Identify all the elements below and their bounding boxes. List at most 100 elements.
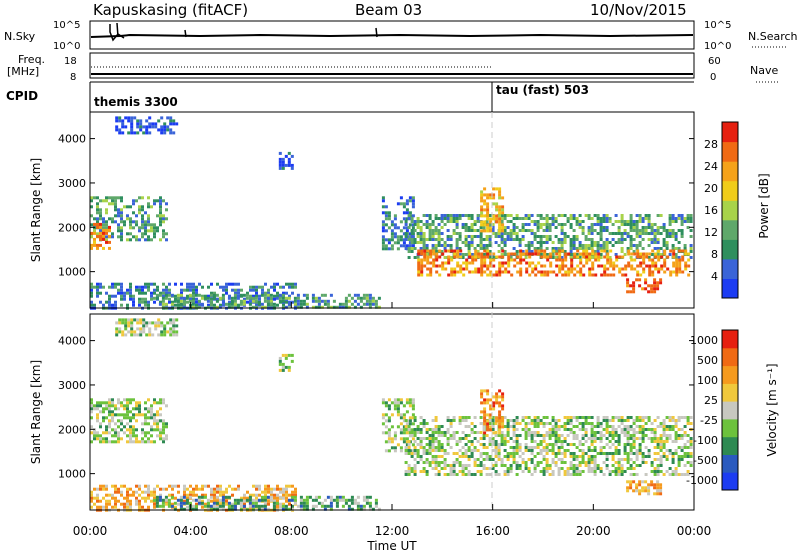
nave-label: Nave [750, 64, 778, 77]
colorbar-tick-1: 8 [711, 248, 718, 261]
date-label: 10/Nov/2015 [590, 1, 687, 19]
nsky-right-tick-top: 10^5 [704, 20, 731, 31]
scatter-region-7 [626, 480, 663, 496]
colorbar-tick-4: 20 [704, 182, 718, 195]
colorbar-swatch-6 [722, 161, 738, 182]
colorbar-swatch-3 [722, 418, 738, 438]
xtick-label-6: 00:00 [677, 524, 712, 538]
scatter-region-4 [278, 151, 294, 170]
velocity-panel: 1000 2000 3000 4000 Slant Range [km] 1000 50… [29, 313, 779, 512]
xtick-label-1: 04:00 [173, 524, 208, 538]
colorbar-swatch-4 [722, 200, 738, 221]
colorbar-tick-2: 12 [704, 226, 718, 239]
scatter-region-0 [90, 398, 168, 444]
colorbar-swatch-1 [722, 258, 738, 279]
power-data-regions [90, 116, 693, 310]
freq-left-tick-top: 18 [64, 56, 77, 67]
scatter-region-5 [381, 196, 415, 251]
ytick-label-1000: 1000 [58, 266, 86, 279]
colorbar-frame [721, 329, 739, 491]
velocity-ylabel: Slant Range [km] [29, 360, 43, 464]
freq-right-tick-top: 60 [708, 56, 721, 67]
colorbar-swatch-5 [722, 180, 738, 201]
colorbar-swatch-3 [722, 219, 738, 240]
colorbar-swatch-6 [722, 365, 738, 384]
ytick-label-2000: 2000 [58, 423, 86, 436]
scatter-region-8 [480, 187, 505, 233]
scatter-region-7 [417, 249, 691, 277]
beam-label: Beam 03 [355, 1, 422, 19]
scatter-region-0 [90, 196, 168, 242]
time-x-axis: 00:00 04:00 08:00 12:00 16:00 20:00 00:00 [73, 302, 712, 538]
scatter-region-3 [152, 293, 381, 309]
colorbar-tick-6: 28 [704, 138, 718, 151]
velocity-colorbar: 1000 500 100 25 -25 -100 -500 -1000 [686, 329, 739, 491]
scatter-region-10 [115, 116, 179, 135]
scatter-region-8 [115, 318, 179, 337]
colorbar-tick-5: 24 [704, 160, 718, 173]
freq-right-tick-bottom: 0 [710, 72, 716, 83]
ytick-label-4000: 4000 [58, 335, 86, 348]
power-colorbar-label: Power [dB] [757, 173, 771, 238]
colorbar-tick-6: -500 [693, 454, 718, 467]
nsky-left-tick-bottom: 10^0 [53, 41, 80, 52]
colorbar-swatch-2 [722, 436, 738, 455]
colorbar-tick-2: 100 [697, 374, 718, 387]
colorbar-tick-1: 500 [697, 354, 718, 367]
xtick-label-0: 00:00 [73, 524, 108, 538]
velocity-y-axis: 1000 2000 3000 4000 [58, 335, 694, 481]
scatter-region-2 [152, 495, 381, 511]
ytick-label-4000: 4000 [58, 133, 86, 146]
nsky-right-tick-bottom: 10^0 [704, 41, 731, 52]
ytick-label-2000: 2000 [58, 221, 86, 234]
colorbar-tick-4: -25 [700, 414, 718, 427]
nsky-left-tick-top: 10^5 [53, 20, 80, 31]
colorbar-tick-3: 16 [704, 204, 718, 217]
nsky-panel-frame [89, 20, 695, 50]
velocity-data-regions [90, 318, 693, 512]
colorbar-swatch-1 [722, 454, 738, 473]
scatter-region-3 [278, 353, 294, 372]
colorbar-swatch-7 [722, 141, 738, 162]
colorbar-swatch-8 [722, 122, 738, 143]
power-colorbar: 4 8 12 16 20 24 28 [704, 121, 739, 299]
colorbar-swatch-8 [722, 330, 738, 349]
nsky-spikes [109, 22, 378, 42]
colorbar-swatch-7 [722, 347, 738, 367]
power-panel: 1000 2000 3000 4000 Slant Range [km] 4 8 12 16… [29, 111, 771, 310]
power-ylabel: Slant Range [km] [29, 158, 43, 262]
colorbar-swatch-5 [722, 383, 738, 402]
scatter-region-5 [404, 416, 693, 476]
station-title: Kapuskasing (fitACF) [93, 1, 248, 19]
ytick-label-1000: 1000 [58, 468, 86, 481]
colorbar-swatch-2 [722, 239, 738, 260]
xtick-label-2: 08:00 [274, 524, 309, 538]
ytick-label-3000: 3000 [58, 379, 86, 392]
ytick-label-3000: 3000 [58, 177, 86, 190]
xtick-label-4: 16:00 [475, 524, 510, 538]
velocity-colorbar-label: Velocity [m s⁻¹] [765, 363, 779, 456]
colorbar-swatch-0 [722, 278, 738, 299]
power-y-axis: 1000 2000 3000 4000 [58, 133, 694, 279]
xtick-label-3: 12:00 [375, 524, 410, 538]
velocity-panel-frame [89, 313, 695, 511]
colorbar-tick-7: -1000 [686, 474, 718, 487]
freq-panel-frame [89, 52, 695, 79]
scatter-region-6 [480, 389, 505, 435]
nsearch-label: N.Search [748, 30, 798, 43]
freq-label-line2: [MHz] [7, 65, 39, 78]
colorbar-tick-3: 25 [704, 394, 718, 407]
cpid-mode-1: themis 3300 [94, 95, 178, 109]
colorbar-swatch-0 [722, 472, 738, 491]
colorbar-frame [721, 121, 739, 299]
colorbar-swatch-4 [722, 401, 738, 420]
power-panel-frame [89, 111, 695, 309]
xtick-label-5: 20:00 [576, 524, 611, 538]
colorbar-tick-5: -100 [693, 434, 718, 447]
nsky-trace [90, 33, 694, 38]
cpid-mode-2: tau (fast) 503 [496, 83, 589, 97]
scatter-region-9 [626, 278, 663, 294]
nsky-label: N.Sky [4, 30, 36, 43]
colorbar-tick-0: 1000 [690, 334, 718, 347]
